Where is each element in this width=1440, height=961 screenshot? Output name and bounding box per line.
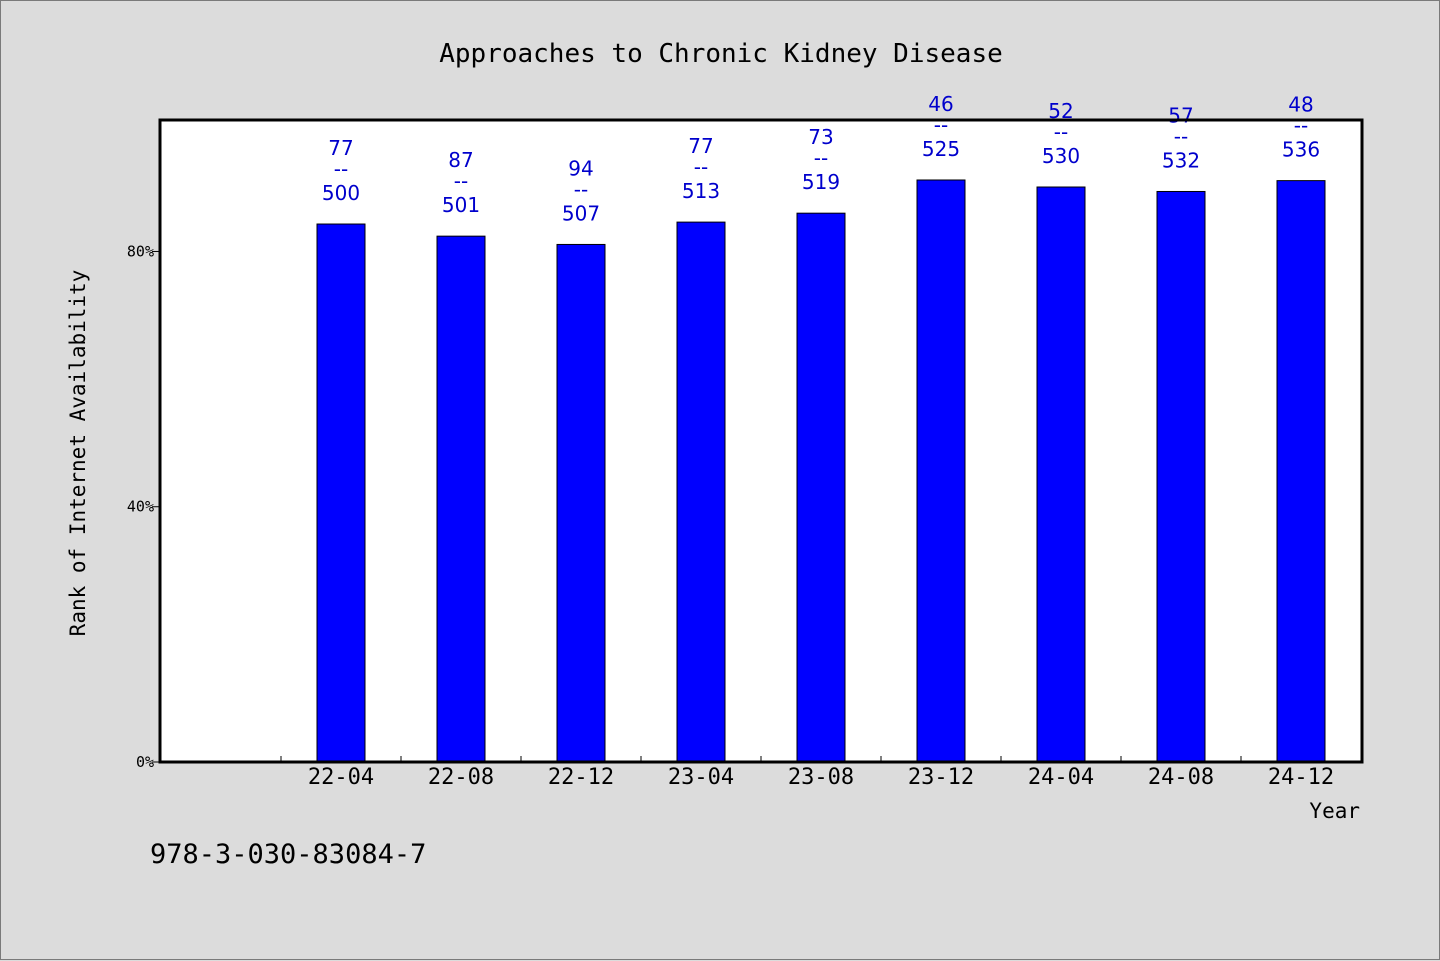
chart-title: Approaches to Chronic Kidney Disease xyxy=(439,39,1003,69)
isbn-text: 978-3-030-83084-7 xyxy=(150,839,426,870)
data-labels-layer: 77--50087--50194--50777--51373--51946--5… xyxy=(322,92,1320,225)
data-label-separator: -- xyxy=(1174,124,1188,148)
data-label-bottom: 532 xyxy=(1162,148,1200,172)
bar xyxy=(796,212,846,763)
y-tick-label: 0% xyxy=(136,753,154,771)
data-label-bottom: 519 xyxy=(802,170,840,194)
data-label-separator: -- xyxy=(694,155,708,179)
data-label-top: 94 xyxy=(568,156,593,180)
x-axis-label: Year xyxy=(1309,799,1360,823)
x-tick-label: 23-04 xyxy=(668,765,734,790)
x-tick-label: 22-04 xyxy=(308,765,374,790)
data-label-bottom: 530 xyxy=(1042,144,1080,168)
x-tick-label: 24-04 xyxy=(1028,765,1094,790)
data-label-bottom: 513 xyxy=(682,179,720,203)
y-tick-label: 40% xyxy=(127,498,154,516)
y-tick-label: 80% xyxy=(127,242,154,260)
bar xyxy=(676,221,726,763)
x-axis: 22-04 22-08 22-12 23-04 23-08 23-12 24-04 24-08… xyxy=(280,756,1362,790)
data-label-top: 57 xyxy=(1168,103,1193,127)
data-label-separator: -- xyxy=(334,157,348,181)
bar xyxy=(436,235,486,763)
data-label-bottom: 525 xyxy=(922,137,960,161)
data-label-bottom: 536 xyxy=(1282,138,1320,162)
bar xyxy=(556,243,606,763)
bar xyxy=(316,223,366,763)
data-label-separator: -- xyxy=(1054,120,1068,144)
x-tick-label: 24-12 xyxy=(1268,765,1334,790)
x-tick-label: 22-08 xyxy=(428,765,494,790)
data-label-top: 46 xyxy=(928,92,953,116)
x-tick-label: 24-08 xyxy=(1148,765,1214,790)
x-tick-label: 22-12 xyxy=(548,765,614,790)
data-label-top: 77 xyxy=(328,136,353,160)
data-label-separator: -- xyxy=(1294,114,1308,138)
data-label-separator: -- xyxy=(454,169,468,193)
bar xyxy=(1036,186,1086,763)
bar xyxy=(1156,190,1206,763)
data-label-top: 73 xyxy=(808,125,833,149)
data-label-top: 77 xyxy=(688,134,713,158)
data-label-separator: -- xyxy=(934,113,948,137)
data-label-bottom: 500 xyxy=(322,181,360,205)
bar xyxy=(916,179,966,763)
y-axis-label: Rank of Internet Availability xyxy=(66,270,90,637)
bars-layer xyxy=(316,179,1326,763)
data-label-top: 48 xyxy=(1288,93,1313,117)
data-label-top: 87 xyxy=(448,148,473,172)
data-label-separator: -- xyxy=(574,177,588,201)
data-label-separator: -- xyxy=(814,146,828,170)
data-label-bottom: 507 xyxy=(562,201,600,225)
x-tick-label: 23-08 xyxy=(788,765,854,790)
data-label-bottom: 501 xyxy=(442,193,480,217)
bar xyxy=(1276,180,1326,763)
x-tick-label: 23-12 xyxy=(908,765,974,790)
y-axis: 0% 40% 80% xyxy=(127,242,160,771)
